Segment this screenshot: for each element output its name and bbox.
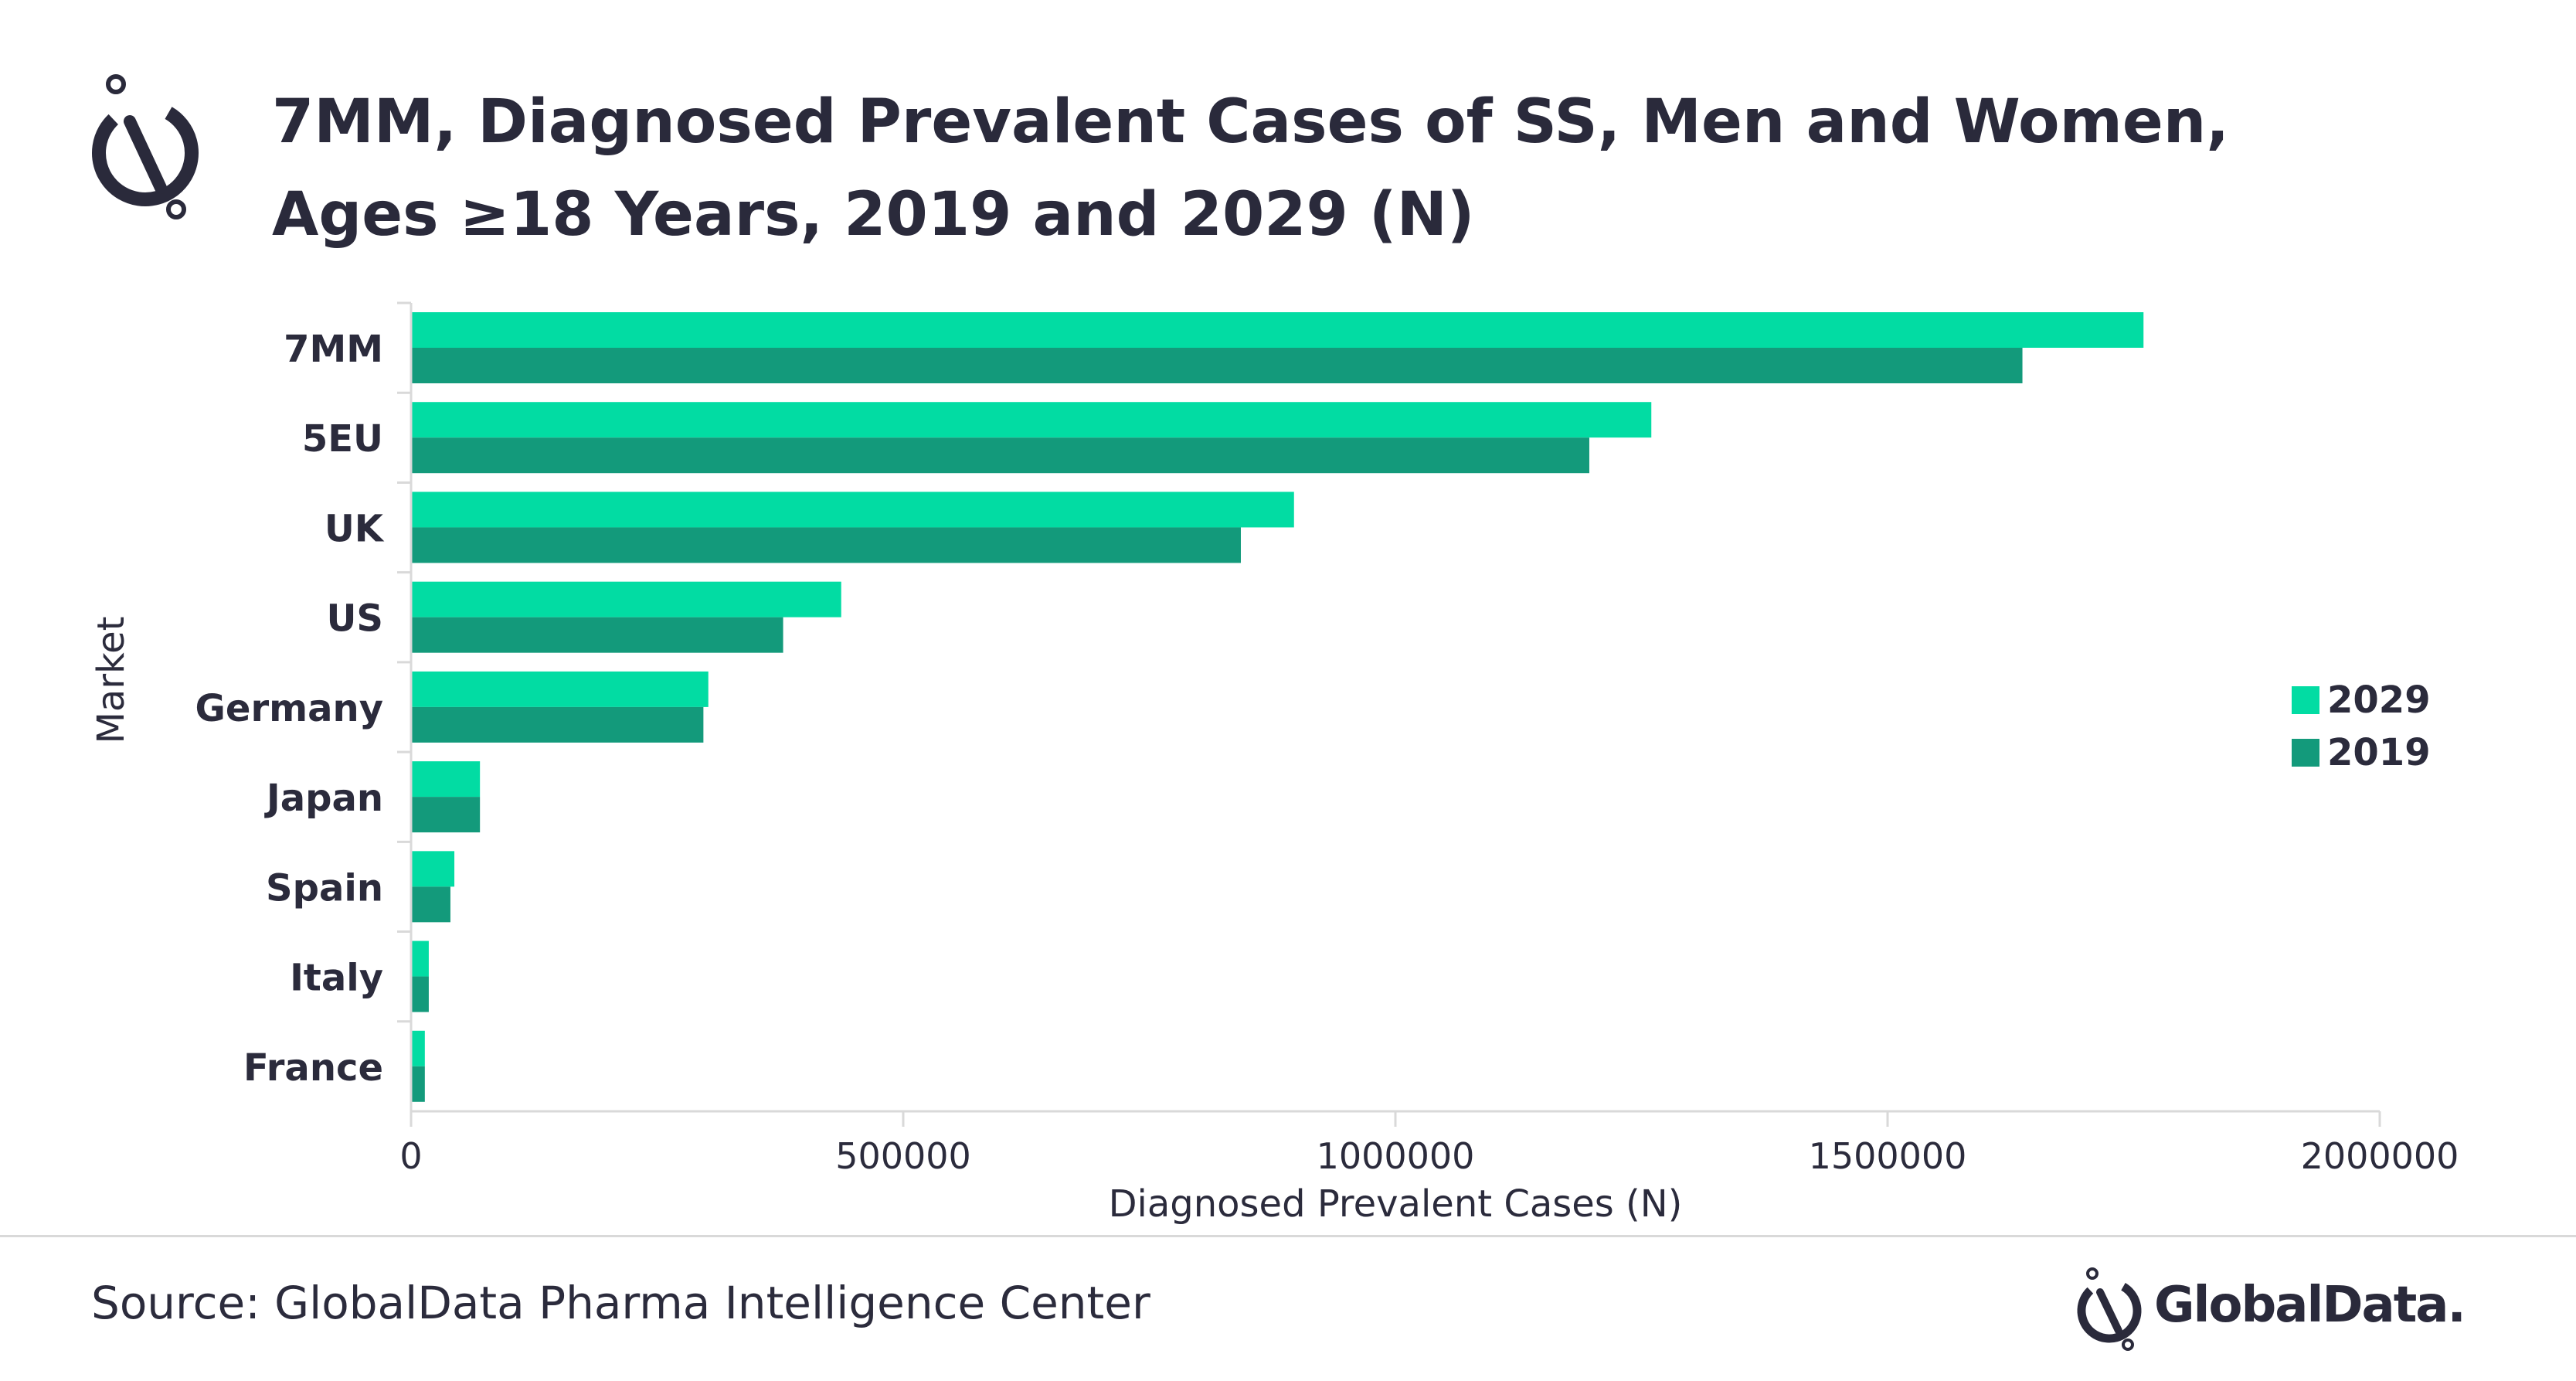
legend-label-2029: 2029 [2327,679,2431,722]
category-label-france: France [243,1046,383,1090]
bar-uk-2019 [411,527,1241,563]
category-label-5eu: 5EU [302,417,383,461]
labels-group: 7MM 5EU UK US Germany Japan Spain Italy France 0 5… [90,328,2459,1226]
category-label-germany: Germany [195,687,384,730]
globaldata-logo-icon [92,74,199,219]
bar-japan-2019 [411,797,481,833]
bar-5eu-2029 [411,402,1652,438]
bar-germany-2029 [411,671,709,707]
x-tick-label-1: 500000 [835,1135,971,1177]
category-label-us: US [326,597,383,641]
brand-logo: GlobalData. [2071,1266,2503,1351]
bar-japan-2029 [411,761,481,798]
bar-spain-2019 [411,886,450,923]
x-tick-label-3: 1500000 [1809,1135,1967,1177]
x-tick-label-0: 0 [399,1135,422,1177]
x-tick-label-4: 2000000 [2301,1135,2459,1177]
bar-italy-2019 [411,976,429,1012]
x-axis-title: Diagnosed Prevalent Cases (N) [1109,1182,1683,1226]
axes-group [397,301,2381,1127]
category-label-7mm: 7MM [284,328,383,371]
bar-us-2029 [411,581,841,617]
category-label-italy: Italy [290,957,383,1000]
bar-7mm-2019 [411,348,2023,383]
brand-name: GlobalData. [2154,1277,2466,1334]
legend-swatch-2019 [2292,739,2319,767]
y-axis-title: Market [90,617,133,744]
chart-title: 7MM, Diagnosed Prevalent Cases of SS, Me… [272,76,2513,261]
legend-label-2019: 2019 [2327,731,2431,774]
category-label-uk: UK [325,507,385,550]
bars-group [411,312,2144,1102]
globaldata-logo-icon [2077,1267,2142,1351]
source-note: Source: GlobalData Pharma Intelligence C… [91,1277,1150,1329]
legend: 2029 2019 [2292,679,2431,774]
footer-divider [0,1235,2576,1237]
category-label-japan: Japan [264,777,383,820]
bar-5eu-2019 [411,437,1589,474]
x-tick-label-2: 1000000 [1317,1135,1475,1177]
bar-spain-2029 [411,851,455,887]
bar-7mm-2029 [411,312,2144,348]
chart-title-line-1: 7MM, Diagnosed Prevalent Cases of SS, Me… [272,87,2229,157]
legend-swatch-2029 [2292,686,2319,714]
bar-us-2019 [411,617,783,653]
bar-uk-2029 [411,492,1294,528]
bar-germany-2019 [411,706,704,743]
category-label-spain: Spain [266,866,383,910]
bar-italy-2029 [411,941,429,977]
bar-france-2019 [411,1066,425,1102]
chart-title-line-2: Ages ≥18 Years, 2019 and 2029 (N) [272,180,1475,250]
bar-france-2029 [411,1030,425,1066]
